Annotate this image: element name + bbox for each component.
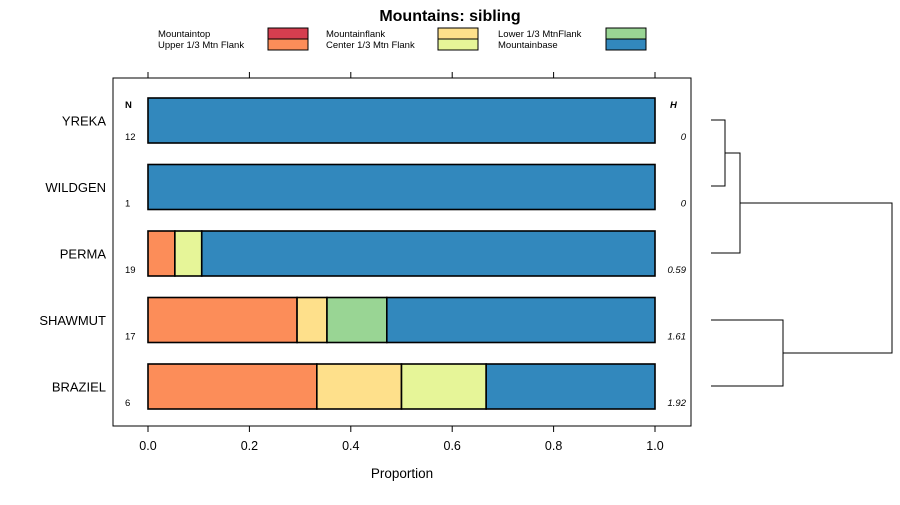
x-tick-label: 0.4	[342, 439, 359, 453]
bar-segment	[147, 363, 318, 410]
x-tick-label: 1.0	[646, 439, 663, 453]
bar-segment	[400, 363, 487, 410]
h-value: 1.61	[668, 332, 687, 343]
n-value: 1	[125, 199, 130, 210]
bar-segment	[174, 230, 203, 277]
bar-segment	[200, 230, 656, 277]
legend-swatch	[605, 38, 647, 51]
h-value: 0	[681, 132, 687, 143]
bar-segment	[326, 296, 388, 344]
dendrogram	[711, 119, 893, 387]
legend-label: Lower 1/3 MtnFlank	[498, 29, 582, 40]
x-axis: 0.0 0.2 0.4 0.6 0.8 1.0	[139, 426, 664, 453]
n-value: 17	[125, 332, 136, 343]
x-tick-label: 0.0	[139, 439, 156, 453]
h-value: 0	[681, 199, 687, 210]
legend-swatch	[605, 27, 647, 40]
bar-segment	[485, 363, 656, 410]
bar-segment	[296, 296, 328, 344]
row-label: PERMA	[60, 247, 107, 262]
legend-label: Mountaintop	[158, 29, 210, 40]
bar-segment	[147, 163, 656, 211]
h-value: 1.92	[668, 398, 687, 409]
bar-segment	[316, 363, 403, 410]
x-tick-label: 0.6	[444, 439, 461, 453]
top-axis-ticks	[147, 72, 656, 78]
legend-label: Center 1/3 Mtn Flank	[326, 40, 415, 51]
legend-swatch	[267, 38, 309, 51]
legend-swatch	[267, 27, 309, 40]
legend-swatch	[437, 27, 479, 40]
h-header: H	[670, 100, 678, 111]
legend-label: Mountainbase	[498, 40, 558, 51]
n-header: N	[125, 100, 132, 111]
n-h-annotations: N H 12 0 1 0 19 0.59 17 1.61 6 1.92	[125, 100, 687, 409]
legend-swatch	[437, 38, 479, 51]
h-value: 0.59	[668, 265, 687, 276]
x-tick-label: 0.8	[545, 439, 562, 453]
n-value: 12	[125, 132, 136, 143]
legend-label: Upper 1/3 Mtn Flank	[158, 40, 244, 51]
chart-title: Mountains: sibling	[379, 8, 520, 25]
dendrogram-branch	[711, 319, 784, 387]
dendrogram-branch	[711, 119, 726, 187]
n-value: 19	[125, 265, 136, 276]
row-labels: YREKA WILDGEN PERMA SHAWMUT BRAZIEL	[39, 114, 106, 395]
n-value: 6	[125, 398, 130, 409]
bar-segment	[147, 296, 298, 344]
x-tick-label: 0.2	[241, 439, 258, 453]
plot-frame	[112, 77, 692, 427]
row-label: SHAWMUT	[39, 313, 106, 328]
x-axis-label: Proportion	[371, 466, 433, 481]
row-label: WILDGEN	[45, 180, 106, 195]
dendrogram-branch	[740, 202, 893, 354]
bar-segment	[385, 296, 656, 344]
bars	[147, 97, 656, 410]
bar-segment	[147, 230, 176, 277]
row-label: BRAZIEL	[52, 380, 106, 395]
bar-segment	[147, 97, 656, 144]
legend-label: Mountainflank	[326, 29, 385, 40]
row-label: YREKA	[62, 114, 106, 129]
